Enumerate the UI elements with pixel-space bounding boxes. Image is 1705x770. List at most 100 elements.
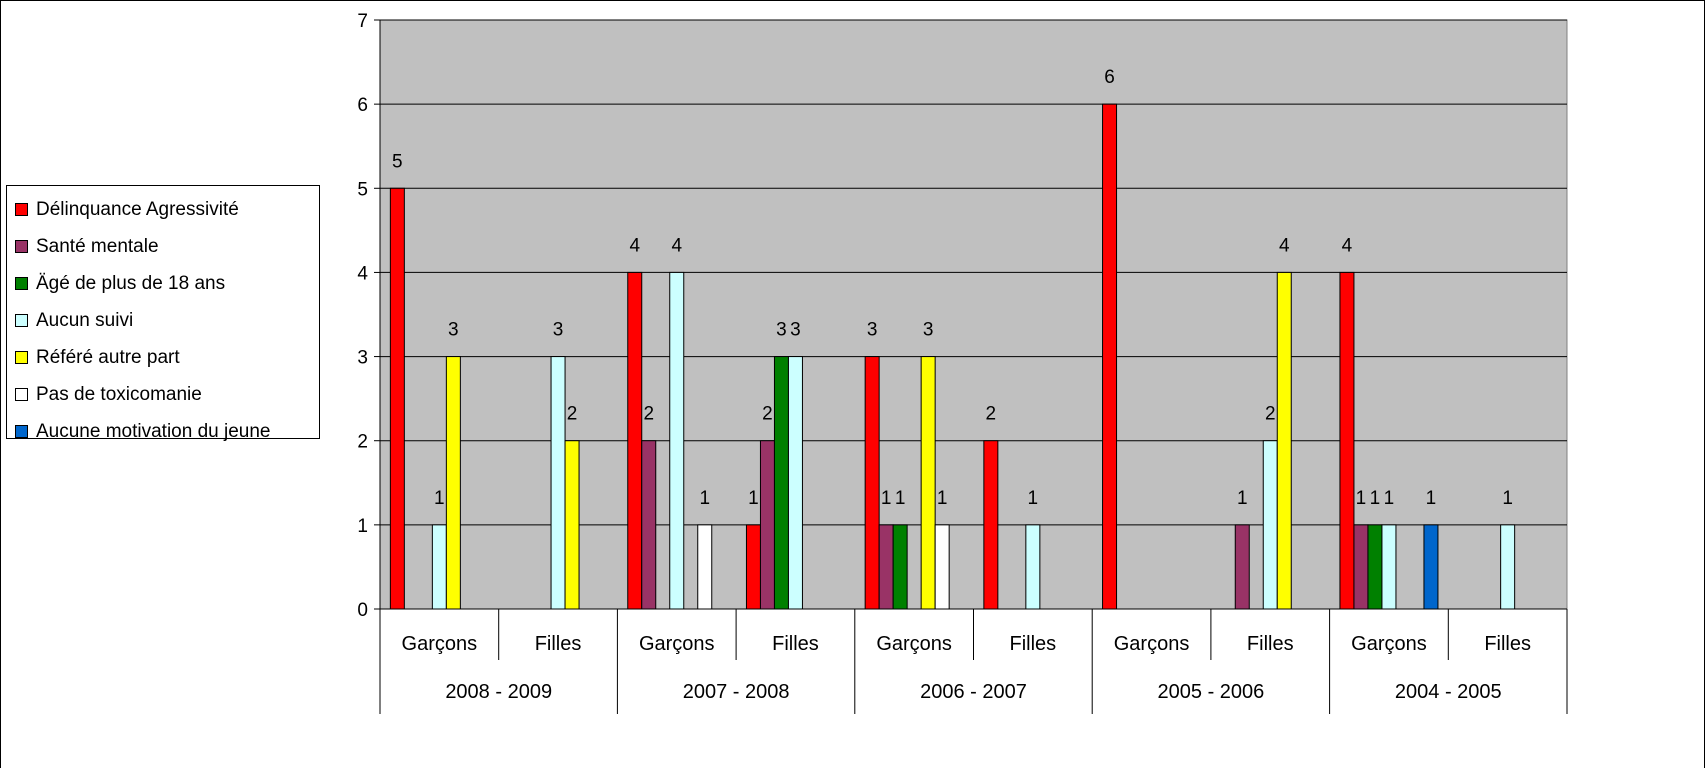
- axes: 0 1 2 3 4 5 6 7 Garçons Filles Garçons Filles Garçon…: [357, 11, 1568, 714]
- bar: [920, 356, 936, 610]
- y-tick-label: 2: [357, 432, 368, 453]
- x-group-label: 2006 - 2007: [920, 681, 1027, 703]
- data-label: 1: [699, 488, 710, 509]
- legend-swatch: [15, 351, 28, 364]
- data-label: 4: [671, 235, 682, 256]
- y-tick-label: 6: [357, 95, 368, 116]
- legend-item: Ägé de plus de 18 ans: [7, 265, 319, 302]
- legend-swatch: [15, 240, 28, 253]
- bar: [1423, 524, 1439, 610]
- legend-swatch: [15, 314, 28, 327]
- x-category-label: Garçons: [402, 633, 478, 655]
- bar: [759, 440, 775, 610]
- bar: [934, 524, 950, 610]
- data-label: 1: [881, 488, 892, 509]
- bar: [745, 524, 761, 610]
- legend-swatch: [15, 277, 28, 290]
- x-group-label: 2008 - 2009: [445, 681, 552, 703]
- data-label: 3: [867, 320, 878, 341]
- legend-label: Ägé de plus de 18 ans: [36, 272, 226, 294]
- x-category-label: Filles: [772, 633, 819, 655]
- bar: [1025, 524, 1041, 610]
- data-label: 6: [1104, 67, 1115, 88]
- data-label: 1: [1356, 488, 1367, 509]
- bars: [389, 103, 1516, 610]
- y-tick-label: 4: [357, 263, 368, 284]
- bar: [1367, 524, 1383, 610]
- data-label: 3: [923, 320, 934, 341]
- data-label: 3: [553, 320, 564, 341]
- data-label: 1: [748, 488, 759, 509]
- legend-label: Pas de toxicomanie: [36, 383, 202, 405]
- legend-label: Référé autre part: [36, 346, 180, 368]
- bar: [892, 524, 908, 610]
- x-group-label: 2005 - 2006: [1158, 681, 1265, 703]
- y-tick-label: 1: [357, 516, 368, 537]
- bar: [1353, 524, 1369, 610]
- legend-swatch: [15, 203, 28, 216]
- bar: [1500, 524, 1516, 610]
- legend-label: Aucun suivi: [36, 309, 134, 331]
- bar: [669, 271, 685, 610]
- bar: [389, 187, 405, 610]
- data-label: 3: [790, 320, 801, 341]
- data-label: 2: [762, 404, 773, 425]
- legend-item: Aucun suivi: [7, 302, 319, 339]
- y-tick-label: 7: [357, 11, 368, 32]
- x-category-label: Garçons: [1114, 633, 1190, 655]
- data-label: 1: [1028, 488, 1039, 509]
- x-group-label: 2007 - 2008: [683, 681, 790, 703]
- data-label: 5: [392, 151, 403, 172]
- bar: [1234, 524, 1250, 610]
- bar: [1276, 271, 1292, 610]
- bar: [878, 524, 894, 610]
- data-label: 1: [1384, 488, 1395, 509]
- data-label: 1: [434, 488, 445, 509]
- data-label: 1: [1426, 488, 1437, 509]
- legend-item: Référé autre part: [7, 339, 319, 376]
- bar: [697, 524, 713, 610]
- data-label: 2: [1265, 404, 1276, 425]
- legend-item: Délinquance Agressivité: [7, 191, 319, 228]
- bar: [1102, 103, 1118, 610]
- bar: [627, 271, 643, 610]
- x-category-label: Filles: [1010, 633, 1057, 655]
- x-category-label: Garçons: [1351, 633, 1427, 655]
- y-tick-label: 0: [357, 600, 368, 621]
- data-label: 4: [629, 235, 640, 256]
- bar: [864, 356, 880, 610]
- x-category-label: Garçons: [639, 633, 715, 655]
- x-group-label: 2004 - 2005: [1395, 681, 1502, 703]
- bar: [1381, 524, 1397, 610]
- y-tick-label: 3: [357, 348, 368, 369]
- data-label: 3: [776, 320, 787, 341]
- x-category-label: Filles: [535, 633, 582, 655]
- data-label: 2: [643, 404, 654, 425]
- bar: [641, 440, 657, 610]
- y-tick-label: 5: [357, 179, 368, 200]
- data-label: 3: [448, 320, 459, 341]
- data-label: 4: [1342, 235, 1353, 256]
- data-label: 1: [895, 488, 906, 509]
- bar: [773, 356, 789, 610]
- data-label: 1: [1370, 488, 1381, 509]
- bar: [787, 356, 803, 610]
- legend-swatch: [15, 425, 28, 438]
- legend: Délinquance Agressivité Santé mentale Ägé …: [6, 185, 320, 442]
- bar: [983, 440, 999, 610]
- bar: [1339, 271, 1355, 610]
- legend-item: Aucune motivation du jeune: [7, 413, 319, 450]
- bar: [564, 440, 580, 610]
- data-label: 2: [986, 404, 997, 425]
- x-category-label: Garçons: [876, 633, 952, 655]
- bar: [445, 356, 461, 610]
- data-label: 4: [1279, 235, 1290, 256]
- data-label: 1: [1502, 488, 1513, 509]
- x-category-label: Filles: [1247, 633, 1294, 655]
- data-label: 1: [1237, 488, 1248, 509]
- legend-label: Délinquance Agressivité: [36, 198, 239, 220]
- bar: [1262, 440, 1278, 610]
- bar: [550, 356, 566, 610]
